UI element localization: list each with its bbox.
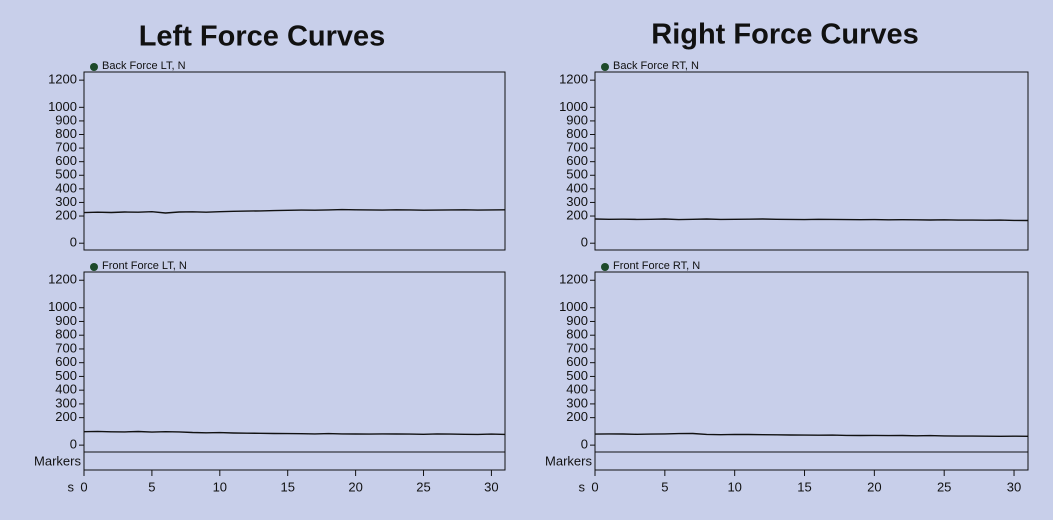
y-tick-label: 1000	[48, 299, 77, 314]
x-axis-label: s	[579, 479, 586, 494]
y-tick-label: 0	[581, 437, 588, 452]
y-tick-label: 0	[70, 437, 77, 452]
y-tick-label: 700	[566, 340, 588, 355]
markers-label: Markers	[545, 453, 592, 468]
x-tick-label: 15	[280, 479, 294, 494]
y-tick-label: 1000	[559, 299, 588, 314]
y-tick-label: 600	[55, 354, 77, 369]
y-tick-label: 400	[566, 180, 588, 195]
y-tick-label: 800	[566, 126, 588, 141]
legend-dot	[90, 63, 98, 71]
x-tick-label: 5	[148, 479, 155, 494]
y-tick-label: 400	[55, 382, 77, 397]
legend-label: Front Force RT, N	[613, 260, 700, 272]
x-tick-label: 20	[348, 479, 362, 494]
x-tick-label: 5	[661, 479, 668, 494]
y-tick-label: 200	[55, 409, 77, 424]
y-tick-label: 300	[566, 395, 588, 410]
figure: Left Force Curves Right Force Curves 0 20…	[0, 0, 1053, 520]
x-tick-label: 30	[484, 479, 498, 494]
y-tick-label: 700	[566, 140, 588, 155]
y-tick-label: 200	[55, 207, 77, 222]
y-tick-label: 500	[55, 167, 77, 182]
y-tick-label: 900	[55, 313, 77, 328]
legend-dot	[90, 263, 98, 271]
x-tick-label: 0	[591, 479, 598, 494]
x-tick-label: 30	[1007, 479, 1021, 494]
y-tick-label: 500	[566, 368, 588, 383]
markers-label: Markers	[34, 453, 81, 468]
legend-dot	[601, 263, 609, 271]
y-tick-label: 900	[566, 112, 588, 127]
y-tick-label: 200	[566, 409, 588, 424]
y-tick-label: 1000	[559, 99, 588, 114]
x-axis-label: s	[68, 479, 75, 494]
y-tick-label: 1200	[559, 72, 588, 87]
y-tick-label: 200	[566, 207, 588, 222]
y-tick-label: 0	[581, 235, 588, 250]
y-tick-label: 500	[55, 368, 77, 383]
legend-label: Back Force LT, N	[102, 60, 186, 72]
y-tick-label: 700	[55, 340, 77, 355]
x-tick-label: 25	[937, 479, 951, 494]
y-tick-label: 400	[566, 382, 588, 397]
y-tick-label: 600	[55, 153, 77, 168]
y-tick-label: 1000	[48, 99, 77, 114]
y-tick-label: 800	[55, 126, 77, 141]
heading: Left Force Curves	[139, 21, 386, 53]
y-tick-label: 400	[55, 180, 77, 195]
y-tick-label: 800	[566, 327, 588, 342]
y-tick-label: 900	[566, 313, 588, 328]
y-tick-label: 600	[566, 153, 588, 168]
y-tick-label: 700	[55, 140, 77, 155]
legend-dot	[601, 63, 609, 71]
heading: Right Force Curves	[651, 19, 919, 51]
x-tick-label: 10	[213, 479, 227, 494]
y-tick-label: 300	[55, 194, 77, 209]
legend-label: Front Force LT, N	[102, 260, 187, 272]
x-tick-label: 0	[80, 479, 87, 494]
y-tick-label: 300	[55, 395, 77, 410]
y-tick-label: 800	[55, 327, 77, 342]
x-tick-label: 10	[727, 479, 741, 494]
y-tick-label: 300	[566, 194, 588, 209]
y-tick-label: 1200	[48, 272, 77, 287]
y-tick-label: 600	[566, 354, 588, 369]
y-tick-label: 0	[70, 235, 77, 250]
y-tick-label: 900	[55, 112, 77, 127]
y-tick-label: 500	[566, 167, 588, 182]
y-tick-label: 1200	[559, 272, 588, 287]
y-tick-label: 1200	[48, 72, 77, 87]
x-tick-label: 20	[867, 479, 881, 494]
x-tick-label: 25	[416, 479, 430, 494]
legend-label: Back Force RT, N	[613, 60, 699, 72]
x-tick-label: 15	[797, 479, 811, 494]
